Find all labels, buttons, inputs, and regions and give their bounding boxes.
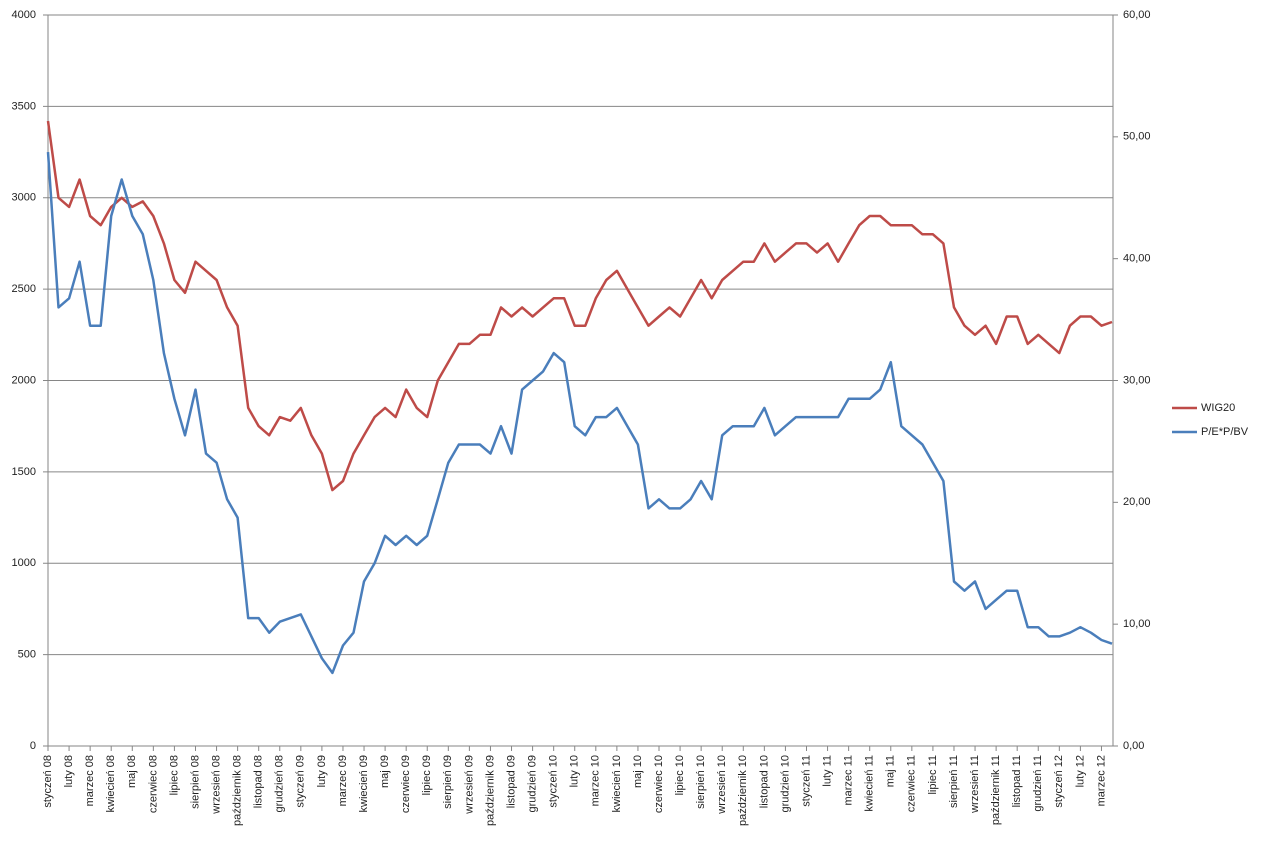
x-tick-label: luty 10: [569, 755, 581, 787]
x-tick-label: wrzesień 09: [463, 755, 475, 815]
x-tick-label: czerwiec 09: [400, 755, 412, 813]
x-tick-label: luty 12: [1074, 755, 1086, 787]
x-tick-label: listopad 09: [505, 755, 517, 808]
x-tick-label: styczeń 11: [800, 755, 812, 807]
x-tick-label: luty 08: [63, 755, 75, 787]
x-tick-label: luty 11: [821, 755, 833, 787]
series-line: [46, 120, 1113, 492]
x-tick-label: marzec 10: [590, 755, 602, 806]
x-tick-label: październik 09: [484, 755, 496, 826]
x-tick-label: październik 08: [232, 755, 244, 826]
x-tick-label: grudzień 11: [1032, 755, 1044, 812]
x-tick-label: marzec 12: [1095, 755, 1107, 806]
y-tick-label: 4000: [12, 9, 36, 21]
x-tick-label: sierpień 09: [442, 755, 454, 809]
x-tick-label: wrzesień 11: [969, 755, 981, 814]
x-tick-label: maj 11: [885, 755, 897, 787]
x-tick-label: kwiecień 08: [105, 755, 117, 812]
x-tick-label: maj 09: [379, 755, 391, 788]
x-tick-label: czerwiec 11: [906, 755, 918, 812]
x-tick-label: lipiec 08: [168, 755, 180, 795]
y-tick-label: 3000: [12, 192, 36, 204]
y-tick-label: 2500: [12, 283, 36, 295]
y2-tick-label: 50,00: [1123, 131, 1151, 143]
x-tick-label: listopad 10: [758, 755, 770, 808]
x-tick-label: kwiecień 11: [864, 755, 876, 812]
x-tick-label: luty 09: [316, 755, 328, 787]
x-tick-label: czerwiec 10: [653, 755, 665, 813]
x-tick-label: grudzień 08: [274, 755, 286, 813]
y-tick-label: 0: [30, 740, 36, 752]
y2-tick-label: 60,00: [1123, 9, 1151, 21]
x-tick-label: kwiecień 09: [358, 755, 370, 812]
x-tick-label: styczeń 08: [42, 755, 54, 808]
x-tick-label: grudzień 09: [527, 755, 539, 813]
y2-tick-label: 40,00: [1123, 253, 1151, 265]
x-tick-label: grudzień 10: [779, 755, 791, 813]
x-tick-label: marzec 09: [337, 755, 349, 806]
y2-tick-label: 0,00: [1123, 740, 1144, 752]
y-tick-label: 1500: [12, 466, 36, 478]
x-tick-label: sierpień 11: [948, 755, 960, 808]
x-tick-label: styczeń 12: [1053, 755, 1065, 808]
y-tick-label: 500: [18, 649, 36, 661]
x-tick-label: październik 10: [737, 755, 749, 826]
x-tick-label: czerwiec 08: [147, 755, 159, 813]
x-tick-label: styczeń 10: [548, 755, 560, 808]
series-line: [46, 152, 1113, 675]
x-tick-label: lipiec 09: [421, 755, 433, 795]
x-tick-label: lipiec 10: [674, 755, 686, 795]
x-tick-label: marzec 08: [84, 755, 96, 806]
x-tick-label: listopad 08: [253, 755, 265, 808]
x-tick-label: październik 11: [990, 755, 1002, 825]
x-tick-label: wrzesień 08: [210, 755, 222, 815]
x-tick-label: lipiec 11: [927, 755, 939, 795]
x-tick-label: listopad 11: [1011, 755, 1023, 807]
x-tick-label: maj 08: [126, 755, 138, 788]
x-tick-label: marzec 11: [843, 755, 855, 806]
y-tick-label: 2000: [12, 374, 36, 386]
x-tick-label: sierpień 10: [695, 755, 707, 809]
legend-label: P/E*P/BV: [1201, 426, 1249, 438]
x-tick-label: maj 10: [632, 755, 644, 788]
x-tick-label: kwiecień 10: [611, 755, 623, 812]
x-tick-label: wrzesień 10: [716, 755, 728, 815]
y-tick-label: 1000: [12, 557, 36, 569]
y2-tick-label: 20,00: [1123, 496, 1151, 508]
x-tick-label: styczeń 09: [295, 755, 307, 808]
y-tick-label: 3500: [12, 100, 36, 112]
x-tick-label: sierpień 08: [189, 755, 201, 809]
y2-tick-label: 10,00: [1123, 618, 1151, 630]
y2-tick-label: 30,00: [1123, 374, 1151, 386]
legend-label: WIG20: [1201, 402, 1235, 414]
